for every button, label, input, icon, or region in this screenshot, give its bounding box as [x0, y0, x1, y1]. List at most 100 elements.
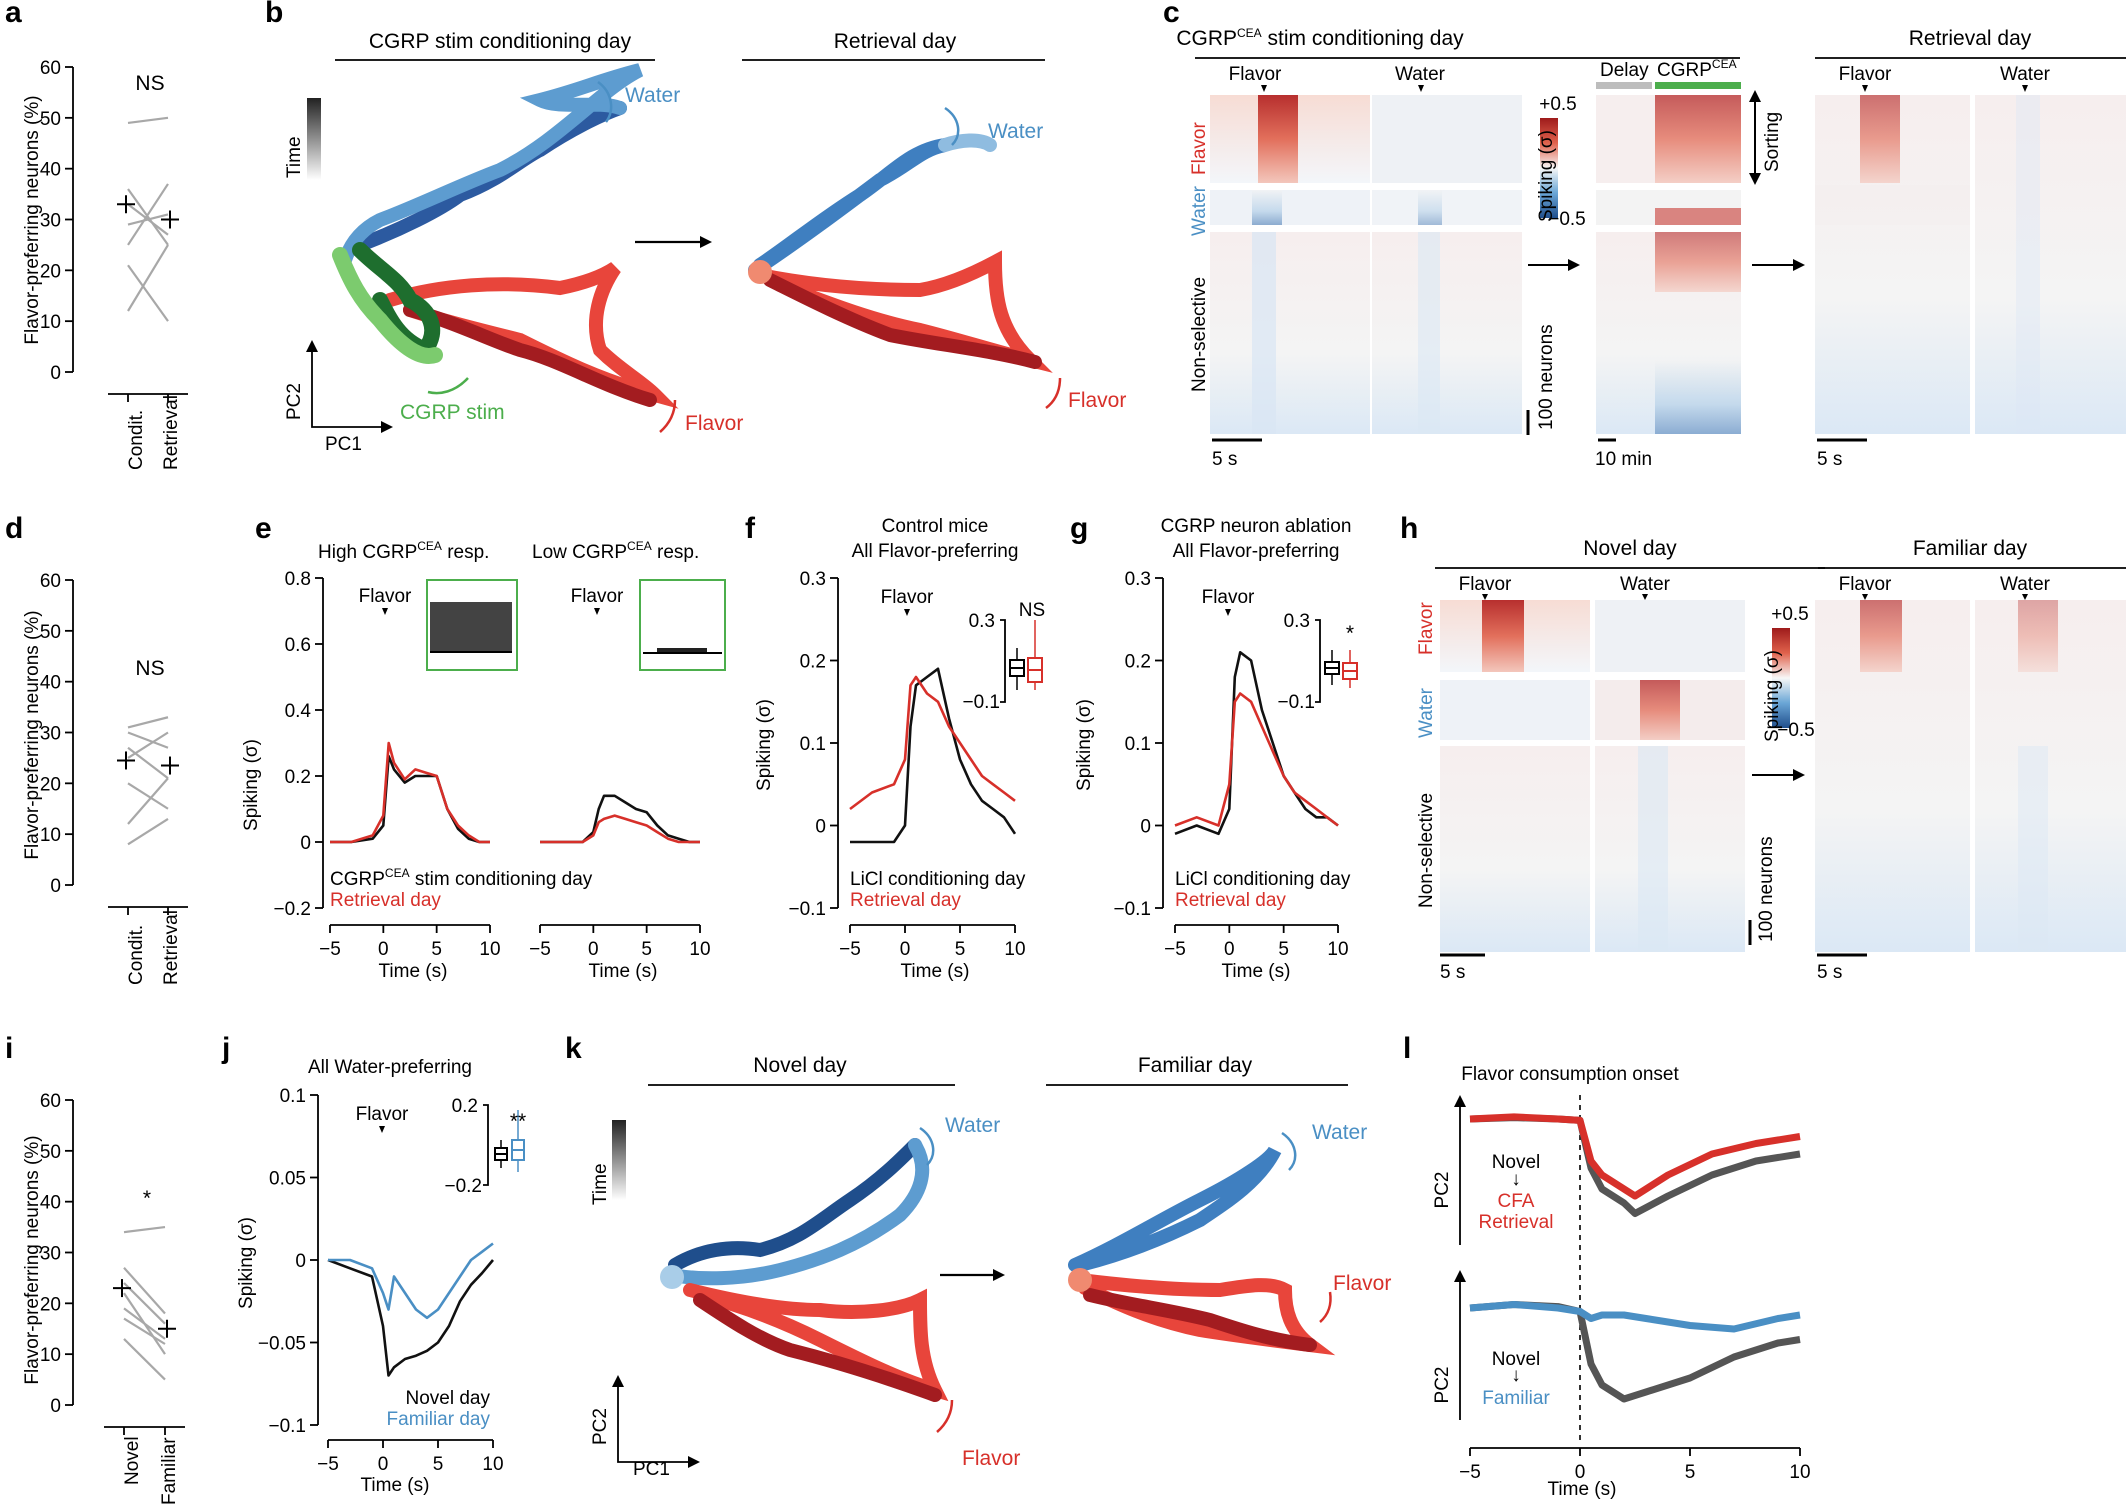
l-bottom-familiar-line — [1469, 1301, 1801, 1333]
b-water-label-2: Water — [988, 120, 1043, 143]
panel-letter-i: i — [5, 1032, 13, 1065]
c-heatmap-flavor-cond — [1210, 95, 1370, 434]
b-water-label-1: Water — [625, 84, 680, 107]
i-ytick-label-2: 20 — [40, 1294, 61, 1315]
a-ytick-label-5: 50 — [40, 109, 61, 130]
h-colorbar-max: +0.5 — [1771, 604, 1809, 625]
j-legend-1: Novel day — [406, 1388, 491, 1409]
e-legend-1-sup: CEA — [385, 866, 410, 880]
k-water-label-1: Water — [945, 1114, 1000, 1137]
g-inset-ymax: 0.3 — [1284, 611, 1310, 632]
e-high-ret-line — [330, 741, 490, 844]
l-bottom-arrow: ↓ — [1511, 1365, 1521, 1386]
f-sig: NS — [1019, 600, 1045, 621]
e-title-right-tail: resp. — [652, 542, 700, 563]
panel-a-significance: NS — [135, 72, 164, 95]
d-ytick-label-2: 20 — [40, 774, 61, 795]
a-ytick-label-3: 30 — [40, 211, 61, 232]
j-xlabel: Time (s) — [361, 1475, 430, 1496]
h-water-marker-1 — [1642, 594, 1648, 600]
e-title-left: High CGRPCEA resp. — [318, 539, 489, 563]
k-trajectories — [660, 1138, 1336, 1402]
b-pc2-label: PC2 — [284, 383, 305, 420]
j-ytick-label-3: 0.05 — [269, 1169, 306, 1190]
traj-k2-flavor-light — [1073, 1273, 1336, 1356]
f-inset-axis — [1000, 619, 1006, 703]
i-pair-6 — [123, 1338, 166, 1381]
j-flavor-marker — [379, 1126, 385, 1133]
traj-b-flavor-light — [383, 262, 679, 409]
panel-letter-j: j — [221, 1032, 230, 1065]
c-col-flavor-ret: Flavor — [1839, 64, 1892, 85]
j-sig: ** — [510, 1110, 526, 1133]
panel-letter-c: c — [1163, 0, 1180, 29]
g-title-1: CGRP neuron ablation — [1161, 516, 1352, 537]
c-header-main-tail: stim conditioning day — [1262, 27, 1464, 50]
l-top-novel: Novel — [1492, 1152, 1541, 1173]
c-scale-10min-label: 10 min — [1595, 449, 1652, 470]
e-low-ret-line — [540, 814, 700, 844]
panel-k-chart: Novel day Familiar day Time Water Water … — [590, 1054, 1391, 1480]
traj-r-start — [748, 260, 772, 284]
h-row-flavor: Flavor — [1416, 602, 1437, 655]
c-sorting-arrowhead-top — [1749, 90, 1761, 102]
f-ytick-label-3: 0.2 — [800, 652, 826, 673]
panel-letter-l: l — [1403, 1032, 1411, 1065]
b-flavor-arrow-2 — [1045, 377, 1062, 409]
j-inset-ymin: −0.2 — [444, 1176, 482, 1197]
j-ytick-label-1: −0.05 — [258, 1334, 306, 1355]
d-ytick-label-1: 10 — [40, 825, 61, 846]
e-title-left-sup: CEA — [417, 539, 442, 553]
traj-r-flavor-light — [753, 250, 1053, 373]
c-heatmap-water-cond — [1372, 95, 1522, 434]
c-colorbar-min: −0.5 — [1548, 209, 1586, 230]
panel-i-cat-2: Familiar — [159, 1437, 180, 1505]
e-inset-low-trace — [657, 648, 707, 653]
h-row-water: Water — [1416, 687, 1437, 738]
k-header-1: Novel day — [753, 1054, 847, 1077]
l-top-cfa-line — [1469, 1113, 1801, 1200]
c-row-flavor: Flavor — [1189, 122, 1210, 175]
e-ytick-label-2: 0.2 — [285, 767, 311, 788]
panel-l-chart: −5 0 5 10 Flavor consumption onset PC2 PC2 … — [1432, 1064, 1811, 1500]
e-legend-1-a: CGRP — [330, 869, 385, 890]
d-pair-1 — [127, 731, 169, 749]
e-left-xtick-label-3: 10 — [479, 939, 500, 960]
h-header-2: Familiar day — [1913, 537, 2028, 560]
c-flavor-marker-ret — [1862, 85, 1868, 92]
c-sorting-arrowhead-bottom — [1749, 173, 1761, 185]
e-flavor-label-2: Flavor — [571, 586, 624, 607]
c-sorting-label: Sorting — [1762, 112, 1783, 172]
k-pc-axes — [617, 1380, 695, 1463]
f-inset-ymax: 0.3 — [969, 611, 995, 632]
e-title-right: Low CGRPCEA resp. — [532, 539, 699, 563]
g-ytick-label-4: 0.3 — [1125, 569, 1151, 590]
c-col-water: Water — [1395, 64, 1446, 85]
panel-letter-f: f — [745, 512, 756, 545]
j-title: All Water-preferring — [308, 1057, 472, 1078]
c-scale-neurons-label: 100 neurons — [1536, 324, 1557, 430]
panel-i-ylabel: Flavor-preferring neurons (%) — [22, 1135, 43, 1384]
j-line-novel — [327, 1258, 494, 1377]
l-xtick-label-2: 5 — [1685, 1462, 1696, 1483]
e-title-right-sup: CEA — [627, 539, 652, 553]
c-col-delay: Delay — [1600, 60, 1649, 81]
c-row-nonselective: Non-selective — [1189, 277, 1210, 392]
e-xlabel-2: Time (s) — [589, 961, 658, 982]
j-ytick-label-0: −0.1 — [268, 1416, 306, 1437]
c-arrow-1-head — [1568, 259, 1580, 271]
k-pc1-arrowhead — [688, 1456, 700, 1468]
k-water-arrow-1 — [919, 1126, 935, 1166]
k-time-label: Time — [590, 1163, 611, 1205]
f-xtick-label-3: 10 — [1004, 939, 1025, 960]
h-colorbar-label: Spiking (σ) — [1762, 650, 1783, 742]
g-line-ret — [1174, 692, 1339, 827]
d-pair-0 — [127, 716, 169, 729]
e-title-left-tail: resp. — [442, 542, 490, 563]
g-ylabel: Spiking (σ) — [1074, 699, 1095, 791]
time-gradient-bar — [307, 98, 321, 180]
e-flavor-label-1: Flavor — [359, 586, 412, 607]
b-water-arrow-2 — [944, 106, 960, 146]
k-header-2: Familiar day — [1138, 1054, 1253, 1077]
d-pair-6 — [127, 817, 169, 846]
